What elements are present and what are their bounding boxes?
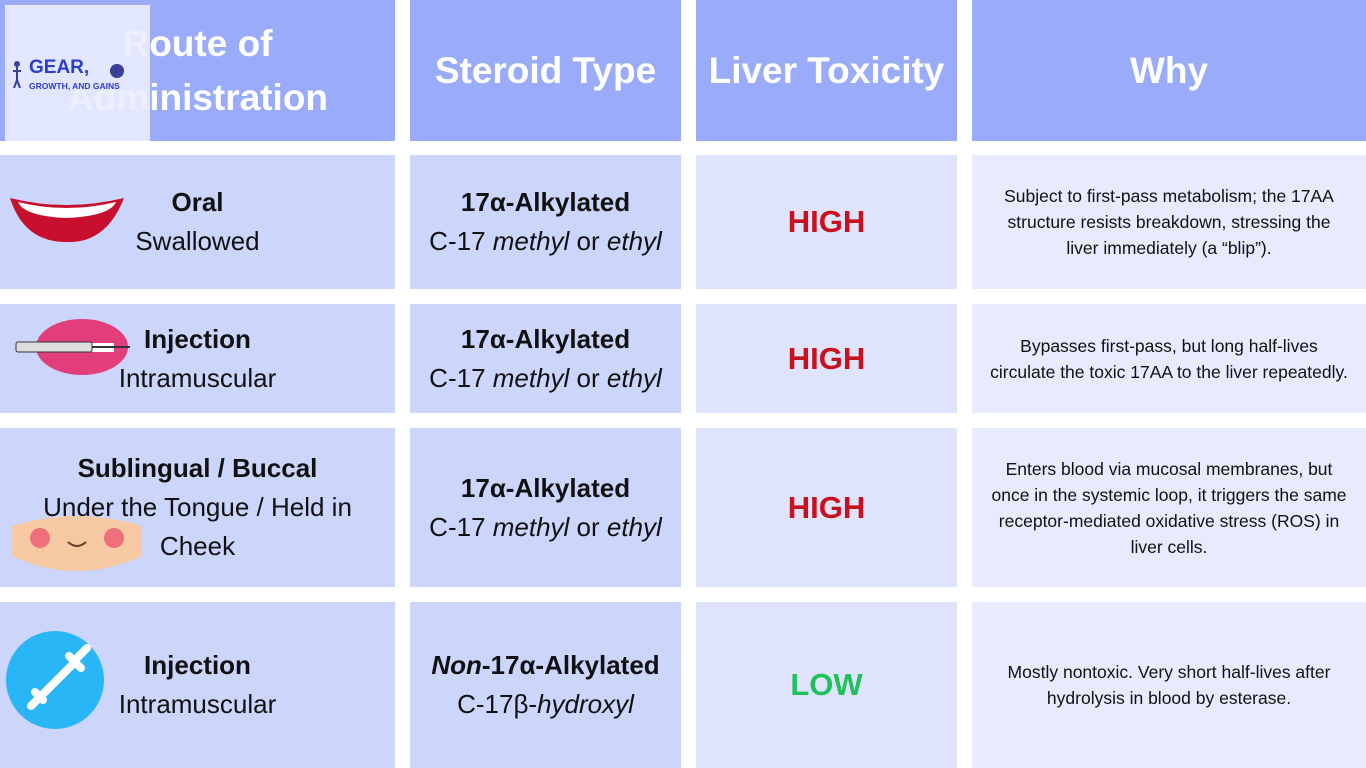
- text-segment: C-17: [429, 362, 493, 393]
- steroid-detail: C-17 methyl or ethyl: [429, 508, 662, 547]
- header-cell: Liver Toxicity: [696, 0, 957, 141]
- logo-figure: [13, 61, 124, 89]
- steroid-cell: Non-17α-Alkylated C-17β-hydroxyl: [410, 602, 681, 768]
- route-icon: [10, 198, 124, 243]
- text-segment: C-17: [429, 511, 493, 542]
- steroid-detail: C-17β-hydroxyl: [457, 685, 634, 724]
- steroid-title: 17α-Alkylated: [461, 320, 630, 359]
- header-cell: Steroid Type: [410, 0, 681, 141]
- header-title: Steroid Type: [434, 49, 657, 91]
- steroid-detail: C-17 methyl or ethyl: [429, 222, 662, 261]
- route-title: Injection: [144, 650, 251, 680]
- steroid-title: 17α-Alkylated: [461, 183, 630, 222]
- toxicity-cell: LOW: [696, 602, 957, 768]
- logo-tagline: GROWTH, AND GAINS: [29, 81, 120, 91]
- steroid-title: Non-17α-Alkylated: [431, 646, 659, 685]
- text-segment: methyl: [492, 226, 570, 256]
- route-title: Sublingual / Buccal: [77, 453, 318, 483]
- text-segment: or: [569, 226, 607, 256]
- route-subtitle: Intramuscular: [118, 362, 277, 393]
- why-cell: Bypasses first-pass, but long half-lives…: [972, 304, 1366, 413]
- text-segment: C-17: [429, 226, 493, 256]
- route-cell: Oral Swallowed: [0, 155, 395, 289]
- header-title: Why: [1129, 49, 1209, 91]
- why-text: Bypasses first-pass, but long half-lives…: [990, 335, 1348, 382]
- why-text: Mostly nontoxic. Very short half-lives a…: [1007, 662, 1331, 708]
- text-segment: or: [569, 362, 607, 393]
- steroid-cell: 17α-Alkylated C-17 methyl or ethyl: [410, 155, 681, 289]
- text-segment: ethyl: [606, 511, 662, 542]
- toxicity-cell: HIGH: [696, 155, 957, 289]
- route-subtitle: Intramuscular: [118, 689, 277, 719]
- toxicity-level: HIGH: [787, 340, 866, 376]
- steroid-cell: 17α-Alkylated C-17 methyl or ethyl: [410, 304, 681, 413]
- text-segment: methyl: [492, 511, 570, 542]
- text-segment: C-17β-: [457, 689, 538, 719]
- text-segment: or: [569, 511, 607, 542]
- text-segment: hydroxyl: [537, 689, 634, 719]
- route-title: Injection: [144, 323, 251, 354]
- text-segment: Non: [431, 650, 482, 680]
- why-cell: Enters blood via mucosal membranes, but …: [972, 428, 1366, 587]
- steroid-detail: C-17 methyl or ethyl: [429, 359, 662, 398]
- text-segment: 17α-Alkylated: [460, 187, 631, 217]
- toxicity-level: LOW: [790, 667, 863, 702]
- toxicity-level: HIGH: [787, 489, 866, 525]
- toxicity-level: HIGH: [787, 204, 866, 239]
- steroid-title: 17α-Alkylated: [461, 469, 630, 508]
- text-segment: ethyl: [606, 226, 662, 256]
- text-segment: methyl: [492, 362, 570, 393]
- logo-name: GEAR,: [29, 57, 90, 78]
- route-icon: [6, 631, 104, 729]
- toxicity-cell: HIGH: [696, 428, 957, 587]
- text-segment: 17α-Alkylated: [460, 472, 631, 503]
- route-subtitle: Swallowed: [135, 226, 260, 256]
- route-title: Oral: [171, 187, 224, 217]
- logo: GEAR, GROWTH, AND GAINS: [5, 5, 150, 141]
- why-cell: Subject to first-pass metabolism; the 17…: [972, 155, 1366, 289]
- why-text: Subject to first-pass metabolism; the 17…: [1004, 186, 1334, 258]
- text-segment: -17α-Alkylated: [481, 650, 660, 680]
- steroid-cell: 17α-Alkylated C-17 methyl or ethyl: [410, 428, 681, 587]
- header-title: Liver Toxicity: [708, 49, 945, 91]
- text-segment: 17α-Alkylated: [460, 323, 631, 354]
- route-subtitle: Under the Tongue / Held in Cheek: [43, 492, 352, 561]
- text-segment: ethyl: [606, 362, 662, 393]
- why-text: Enters blood via mucosal membranes, but …: [991, 458, 1347, 557]
- header-cell: Why: [972, 0, 1366, 141]
- why-cell: Mostly nontoxic. Very short half-lives a…: [972, 602, 1366, 768]
- route-icon: [12, 516, 142, 571]
- toxicity-cell: HIGH: [696, 304, 957, 413]
- route-icon: [15, 319, 130, 375]
